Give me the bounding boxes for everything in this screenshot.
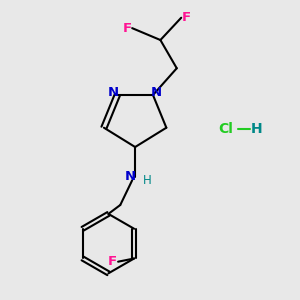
Text: N: N	[108, 86, 119, 99]
Text: H: H	[251, 122, 263, 136]
Text: N: N	[125, 170, 136, 183]
Text: F: F	[182, 11, 191, 24]
Text: H: H	[143, 174, 152, 187]
Text: F: F	[108, 255, 117, 268]
Text: Cl: Cl	[218, 122, 233, 136]
Text: N: N	[151, 86, 162, 99]
Text: F: F	[122, 22, 131, 34]
